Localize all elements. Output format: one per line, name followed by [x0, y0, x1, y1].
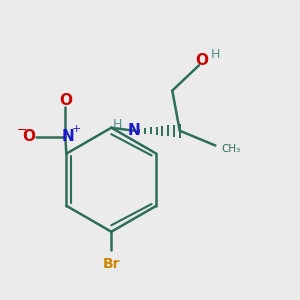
Text: O: O: [59, 94, 72, 109]
Text: H: H: [112, 118, 122, 131]
Text: H: H: [211, 48, 220, 62]
Text: CH₃: CH₃: [221, 143, 241, 154]
Text: +: +: [72, 124, 81, 134]
Text: O: O: [196, 53, 208, 68]
Text: −: −: [17, 124, 27, 136]
Text: O: O: [22, 129, 35, 144]
Text: N: N: [127, 123, 140, 138]
Text: N: N: [62, 129, 75, 144]
Text: Br: Br: [103, 257, 120, 271]
